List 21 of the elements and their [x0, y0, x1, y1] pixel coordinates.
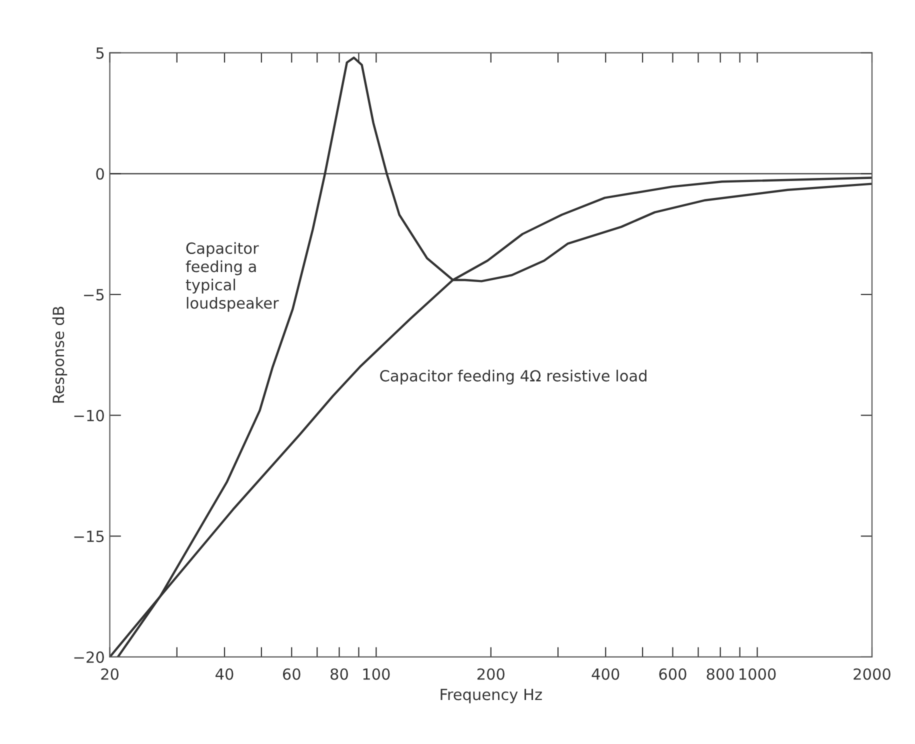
x-tick-label: 100 — [363, 668, 390, 680]
y-tick-label: −15 — [74, 530, 104, 542]
x-tick-label: 1000 — [740, 668, 776, 680]
x-tick-label: 800 — [706, 668, 734, 680]
y-tick-label: −20 — [74, 651, 104, 663]
x-tick-label: 80 — [330, 668, 348, 680]
x-tick-label: 600 — [659, 668, 686, 680]
series-label: Capacitor feeding a typical loudspeaker — [186, 242, 279, 312]
x-tick-label: 60 — [282, 668, 300, 680]
x-tick-label: 200 — [477, 668, 504, 680]
x-axis-title: Frequency Hz — [440, 688, 542, 704]
y-tick-label: −10 — [74, 410, 104, 422]
y-tick-label: 5 — [96, 47, 104, 59]
x-tick-label: 20 — [101, 668, 119, 680]
y-axis-title: Response dB — [52, 306, 68, 403]
x-tick-label: 400 — [592, 668, 620, 680]
series-label: Capacitor feeding 4Ω resistive load — [380, 370, 646, 385]
y-tick-label: −5 — [84, 289, 104, 300]
y-tick-label: 0 — [96, 168, 104, 180]
x-tick-label: 40 — [216, 668, 234, 680]
x-tick-label: 2000 — [854, 668, 890, 680]
